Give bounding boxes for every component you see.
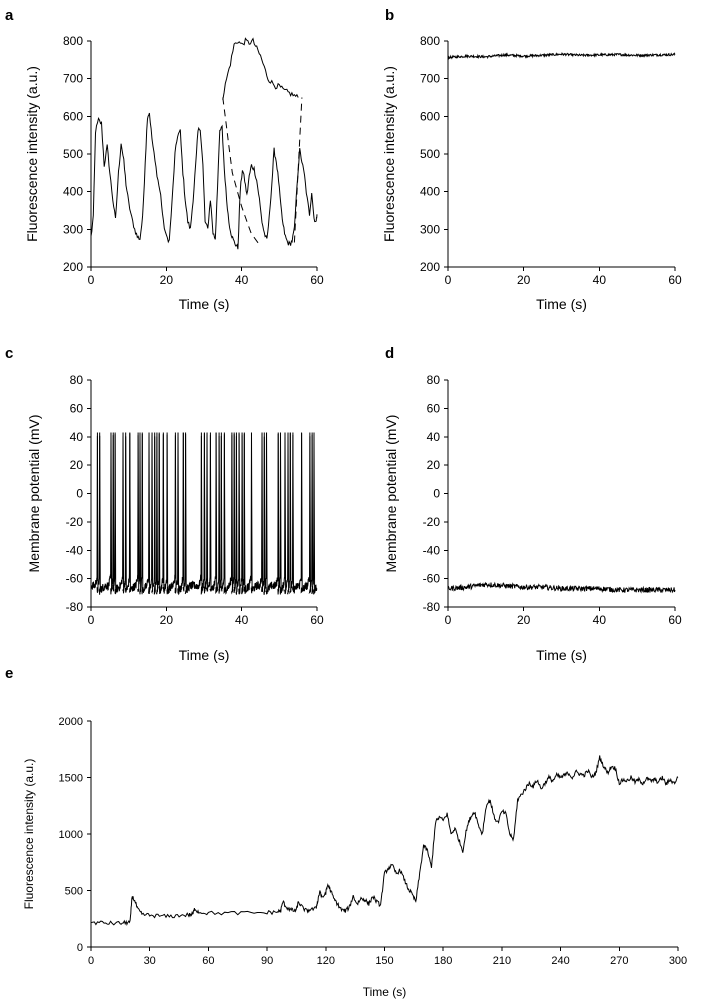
trace-b-0 — [447, 52, 676, 60]
trace-d-0 — [447, 581, 676, 594]
panel-b: b 200 300 400 500 600 700 800 0 20 40 60 Time (s) Flu… — [381, 7, 682, 312]
y-tick-label: 0 — [433, 487, 440, 501]
trace-e-0 — [90, 755, 679, 927]
y-tick-label: 400 — [63, 185, 83, 199]
panel-d: d -80 -60 -40 -20 0 20 40 60 80 0 20 40 60 Time (s) Mem… — [383, 345, 682, 663]
trace-a-3 — [293, 97, 303, 243]
y-tick-label: 1500 — [59, 773, 83, 785]
y-tick-label: -80 — [66, 600, 84, 614]
trace-a-2 — [222, 97, 261, 247]
x-tick-label: 0 — [88, 273, 95, 287]
x-tick-label: 40 — [235, 613, 249, 627]
y-tick-label: 600 — [63, 109, 83, 123]
y-tick-label: 80 — [70, 373, 84, 387]
y-tick-label: 20 — [70, 458, 84, 472]
x-tick-label: 0 — [88, 955, 94, 967]
y-tick-label: -60 — [423, 572, 441, 586]
x-tick-label: 40 — [235, 273, 249, 287]
y-tick-label: 200 — [420, 260, 440, 274]
y-axis-label: Membrane potential (mV) — [383, 415, 399, 573]
x-tick-label: 90 — [261, 955, 273, 967]
y-tick-label: -40 — [66, 543, 84, 557]
x-tick-label: 180 — [434, 955, 452, 967]
panel-label-e: e — [5, 665, 13, 682]
y-tick-label: 40 — [70, 430, 84, 444]
y-tick-label: 400 — [420, 185, 440, 199]
y-tick-label: 800 — [63, 34, 83, 48]
x-tick-label: 210 — [493, 955, 511, 967]
y-tick-label: -40 — [423, 543, 441, 557]
panel-a: a 200 300 400 500 600 700 800 0 20 40 60 Time (s) Flu… — [5, 7, 324, 312]
y-tick-label: -60 — [66, 572, 84, 586]
y-tick-label: 2000 — [59, 716, 83, 728]
x-tick-label: 300 — [669, 955, 687, 967]
y-tick-label: 1000 — [59, 829, 83, 841]
x-tick-label: 60 — [202, 955, 214, 967]
x-tick-label: 40 — [593, 273, 607, 287]
y-axis-label: Membrane potential (mV) — [26, 415, 42, 573]
x-tick-label: 150 — [375, 955, 393, 967]
x-tick-label: 60 — [310, 273, 324, 287]
y-tick-label: 60 — [70, 401, 84, 415]
y-tick-label: -20 — [66, 515, 84, 529]
y-tick-label: 700 — [63, 72, 83, 86]
x-tick-label: 20 — [160, 613, 174, 627]
x-axis-label: Time (s) — [536, 647, 587, 663]
x-tick-label: 20 — [160, 273, 174, 287]
x-axis-label: Time (s) — [363, 985, 407, 999]
y-tick-label: -80 — [423, 600, 441, 614]
y-tick-label: 500 — [420, 147, 440, 161]
panel-e: e 0 500 1000 1500 2000 0 30 60 90 120 150 180 210 240 2… — [5, 665, 687, 999]
x-tick-label: 20 — [517, 613, 531, 627]
x-tick-label: 30 — [144, 955, 156, 967]
x-axis-label: Time (s) — [179, 296, 230, 312]
x-tick-label: 0 — [88, 613, 95, 627]
y-tick-label: 600 — [420, 109, 440, 123]
y-tick-label: 0 — [76, 487, 83, 501]
x-axis-label: Time (s) — [536, 296, 587, 312]
x-axis-label: Time (s) — [179, 647, 230, 663]
x-tick-label: 0 — [445, 273, 452, 287]
x-tick-label: 60 — [310, 613, 324, 627]
panel-c: c -80 -60 -40 -20 0 20 40 60 80 0 20 40 60 Time (s) Mem… — [5, 345, 324, 663]
y-tick-label: 500 — [65, 886, 83, 898]
y-tick-label: 60 — [427, 401, 441, 415]
y-tick-label: 0 — [77, 942, 83, 954]
y-axis-label: Fluorescence intensity (a.u.) — [22, 759, 36, 910]
x-tick-label: 0 — [445, 613, 452, 627]
x-tick-label: 120 — [317, 955, 335, 967]
y-axis-label: Fluorescence intensity (a.u.) — [381, 66, 397, 242]
panel-label-b: b — [385, 7, 394, 24]
y-tick-label: 80 — [427, 373, 441, 387]
y-tick-label: 20 — [427, 458, 441, 472]
x-tick-label: 20 — [517, 273, 531, 287]
x-tick-label: 60 — [668, 613, 682, 627]
panel-label-a: a — [5, 7, 14, 24]
x-tick-label: 270 — [610, 955, 628, 967]
y-tick-label: 500 — [63, 147, 83, 161]
trace-a-1 — [222, 37, 299, 100]
x-tick-label: 240 — [551, 955, 569, 967]
y-tick-label: 200 — [63, 260, 83, 274]
y-tick-label: 700 — [420, 72, 440, 86]
y-tick-label: 300 — [420, 222, 440, 236]
panel-label-c: c — [5, 345, 13, 362]
y-tick-label: 40 — [427, 430, 441, 444]
panel-label-d: d — [385, 345, 394, 362]
y-tick-label: 800 — [420, 34, 440, 48]
y-axis-label: Fluorescence intensity (a.u.) — [24, 66, 40, 242]
trace-a-0 — [90, 112, 318, 250]
x-tick-label: 40 — [593, 613, 607, 627]
y-tick-label: -20 — [423, 515, 441, 529]
x-tick-label: 60 — [668, 273, 682, 287]
y-tick-label: 300 — [63, 222, 83, 236]
